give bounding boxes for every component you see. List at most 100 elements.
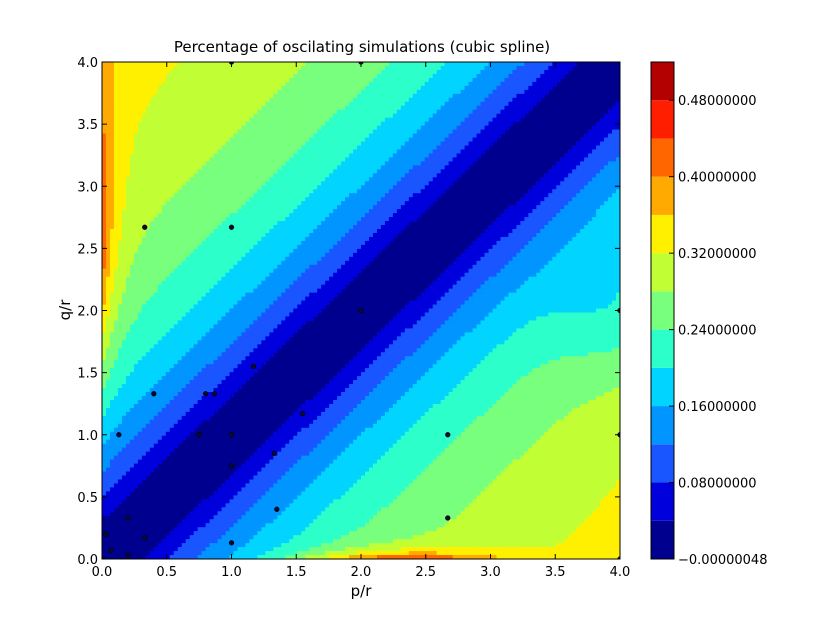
contour-cell [233, 328, 239, 333]
contour-cell [105, 344, 111, 349]
contour-cell [165, 113, 171, 119]
contour-cell [285, 483, 290, 489]
contour-cell [161, 320, 167, 326]
contour-cell [121, 483, 127, 489]
contour-cell [273, 519, 278, 524]
contour-cell [273, 209, 278, 214]
contour-cell [253, 153, 258, 159]
contour-cell [169, 380, 175, 385]
contour-cell [109, 356, 115, 361]
contour-cell [205, 324, 211, 329]
contour-cell [209, 193, 215, 198]
contour-cell [153, 77, 159, 83]
contour-cell [141, 65, 147, 71]
contour-cell [189, 85, 195, 91]
contour-cell [209, 376, 215, 381]
contour-cell [105, 217, 111, 222]
contour-cell [113, 332, 119, 337]
contour-cell [233, 105, 239, 111]
contour-cell [237, 523, 243, 528]
contour-cell [277, 117, 282, 123]
contour-cell [245, 145, 251, 151]
contour-cell [137, 360, 143, 365]
contour-cell [213, 320, 219, 326]
contour-cell [249, 348, 255, 353]
contour-cell [245, 256, 251, 262]
contour-cell [237, 121, 243, 127]
contour-cell [225, 85, 231, 91]
contour-cell [105, 69, 111, 75]
contour-cell [193, 280, 199, 286]
contour-cell [233, 320, 239, 326]
contour-cell [161, 380, 167, 385]
contour-cell [105, 384, 111, 389]
contour-cell [177, 109, 183, 115]
contour-cell [185, 65, 191, 71]
contour-cell [221, 157, 227, 162]
contour-cell [141, 380, 147, 385]
contour-cell [209, 101, 215, 107]
contour-cell [133, 141, 139, 147]
contour-cell [109, 217, 115, 222]
contour-cell [257, 356, 262, 361]
contour-cell [121, 479, 127, 485]
contour-cell [177, 169, 183, 174]
contour-cell [189, 320, 195, 326]
contour-cell [233, 240, 239, 246]
contour-cell [109, 423, 115, 429]
contour-cell [269, 260, 274, 266]
contour-cell [149, 443, 155, 449]
contour-cell [277, 547, 282, 552]
contour-cell [221, 101, 227, 107]
contour-cell [133, 423, 139, 429]
contour-cell [269, 129, 274, 135]
contour-cell [241, 153, 247, 159]
contour-cell [109, 320, 115, 326]
contour-cell [201, 328, 207, 333]
contour-cell [269, 145, 274, 151]
contour-cell [229, 519, 235, 524]
contour-cell [197, 392, 203, 397]
contour-cell [117, 197, 123, 202]
contour-cell [189, 153, 195, 159]
contour-cell [241, 320, 247, 326]
contour-cell [221, 217, 227, 222]
contour-cell [165, 77, 171, 83]
contour-cell [253, 185, 258, 190]
contour-cell [213, 97, 219, 103]
contour-cell [105, 121, 111, 127]
contour-cell [189, 527, 195, 532]
contour-cell [253, 455, 258, 461]
contour-cell [225, 523, 231, 528]
contour-cell [201, 113, 207, 119]
contour-cell [102, 336, 107, 341]
contour-cell [125, 129, 131, 135]
contour-cell [181, 384, 187, 389]
contour-cell [121, 268, 127, 274]
contour-cell [145, 89, 151, 95]
contour-cell [105, 276, 111, 282]
contour-cell [141, 181, 147, 186]
contour-cell [189, 244, 195, 250]
contour-cell [253, 296, 258, 302]
contour-cell [221, 511, 227, 516]
contour-cell [181, 177, 187, 182]
contour-cell [177, 380, 183, 385]
contour-cell [281, 435, 286, 441]
contour-cell [213, 181, 219, 186]
contour-cell [233, 157, 239, 162]
contour-cell [177, 320, 183, 326]
contour-cell [125, 276, 131, 282]
contour-cell [273, 62, 278, 67]
contour-cell [113, 483, 119, 489]
contour-cell [213, 312, 219, 318]
contour-cell [113, 499, 119, 504]
contour-cell [129, 467, 135, 473]
contour-cell [145, 240, 151, 246]
contour-cell [261, 527, 266, 532]
contour-cell [261, 312, 266, 318]
contour-cell [149, 189, 155, 194]
contour-cell [177, 141, 183, 147]
contour-cell [165, 177, 171, 182]
contour-cell [201, 248, 207, 254]
